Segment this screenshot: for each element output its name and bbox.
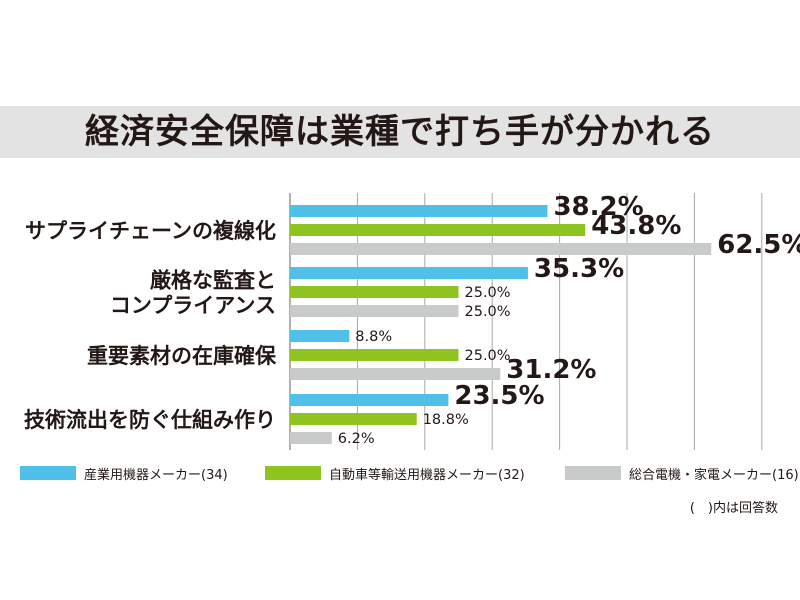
value-label: 25.0% [465,348,511,364]
value-label: 25.0% [465,285,511,301]
bar [290,286,459,298]
legend-label: 総合電機・家電メーカー(16) [629,467,799,483]
bar [290,394,449,406]
value-label: 6.2% [338,431,375,447]
bars [290,205,712,444]
bar [290,432,332,444]
value-label: 8.8% [355,329,392,345]
legend-swatch [565,466,621,480]
bar [290,368,501,380]
legend-label: 自動車等輸送用機器メーカー(32) [329,467,525,483]
bar [290,330,350,342]
value-label: 38.2% [553,192,643,222]
value-label: 43.8% [591,211,681,241]
bar [290,243,712,255]
category-label: 技術流出を防ぐ仕組み作り [24,408,276,432]
respondent-note: ( )内は回答数 [689,501,778,516]
category-label: 重要素材の在庫確保 [87,344,277,368]
category-label: コンプライアンス [110,294,276,318]
bar [290,413,417,425]
legend-label: 産業用機器メーカー(34) [84,467,228,483]
value-label: 18.8% [423,412,469,428]
bar [290,205,548,217]
value-labels: 38.2%43.8%62.5%35.3%25.0%25.0%8.8%25.0%3… [338,192,800,447]
value-label: 62.5% [717,230,800,260]
category-label: 厳格な監査と [150,269,276,293]
legend: 産業用機器メーカー(34) 自動車等輸送用機器メーカー(32) 総合電機・家電メーカ… [0,458,800,488]
value-label: 31.2% [506,355,596,385]
category-labels: サプライチェーンの複線化厳格な監査とコンプライアンス重要素材の在庫確保技術流出を… [24,219,277,432]
bar [290,349,459,361]
bar [290,224,586,236]
legend-item: 自動車等輸送用機器メーカー(32) [265,458,525,488]
bar [290,267,528,279]
value-label: 25.0% [465,304,511,320]
chart-title: 経済安全保障は業種で打ち手が分かれる [85,112,715,152]
legend-swatch [265,466,321,480]
value-label: 23.5% [454,381,544,411]
title-band: 経済安全保障は業種で打ち手が分かれる [0,106,800,158]
value-label: 35.3% [534,254,624,284]
legend-item: 総合電機・家電メーカー(16) [565,458,799,488]
legend-swatch [20,466,76,480]
bar [290,305,459,317]
category-label: サプライチェーンの複線化 [25,219,276,243]
legend-item: 産業用機器メーカー(34) [20,458,228,488]
